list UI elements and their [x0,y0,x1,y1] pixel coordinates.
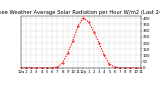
Title: Milwaukee Weather Average Solar Radiation per Hour W/m2 (Last 24 Hours): Milwaukee Weather Average Solar Radiatio… [0,10,160,15]
